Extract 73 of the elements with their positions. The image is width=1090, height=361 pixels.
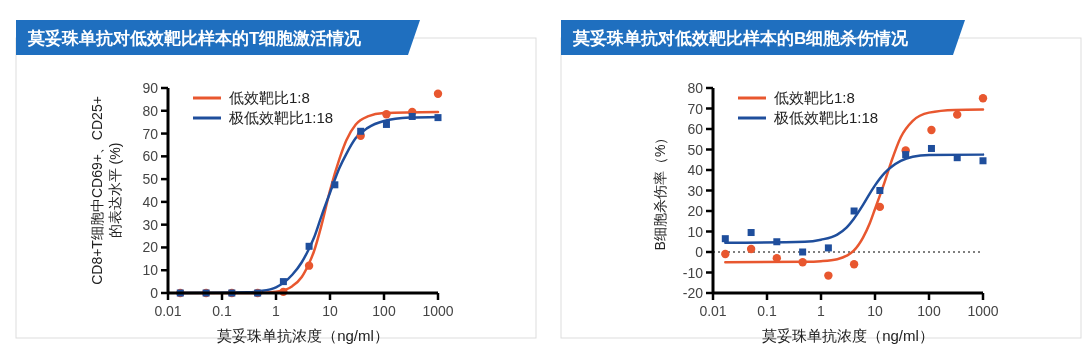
y-tick-label: 0: [695, 244, 704, 260]
y-tick-label: 80: [142, 102, 159, 119]
x-axis-title: 莫妥珠单抗浓度（ng/ml）: [762, 327, 934, 344]
y-tick-label: 10: [687, 223, 704, 240]
y-tick-label: 90: [142, 80, 159, 96]
point: [747, 229, 755, 237]
x-axis-title: 莫妥珠单抗浓度（ng/ml）: [217, 327, 389, 344]
point: [978, 94, 988, 103]
point: [357, 127, 365, 135]
x-tick-label: 100: [917, 303, 941, 319]
point: [721, 249, 730, 259]
point: [279, 278, 287, 286]
point: [849, 260, 859, 269]
point: [382, 109, 391, 119]
point: [953, 154, 961, 162]
x-tick-label: 0.01: [154, 303, 182, 319]
x-tick-label: 10: [867, 303, 883, 319]
point: [799, 248, 807, 256]
y-tick-label: 70: [687, 100, 704, 117]
point: [746, 244, 756, 254]
y-tick-label: 10: [142, 262, 159, 279]
point: [798, 258, 807, 267]
chart-title: 莫妥珠单抗对低效靶比样本的B细胞杀伤情况: [572, 29, 910, 48]
point: [876, 187, 884, 194]
y-tick-label: 50: [142, 171, 159, 188]
x-tick-label: 1: [817, 303, 826, 319]
point: [331, 181, 339, 189]
y-tick-label: 40: [142, 193, 159, 210]
y-tick-label: 60: [687, 121, 704, 137]
point: [979, 157, 987, 165]
y-tick-label: 40: [687, 162, 704, 178]
point: [927, 125, 936, 135]
y-tick-label: 20: [142, 239, 159, 256]
point: [824, 271, 833, 280]
legend-label: 极低效靶比1:18: [228, 109, 334, 126]
y-tick-label: 20: [687, 203, 704, 219]
chart-title: 莫妥珠单抗对低效靶比样本的T细胞激活情况: [27, 29, 363, 48]
x-tick-label: 1000: [967, 303, 999, 319]
y-tick-label: -20: [682, 285, 704, 301]
y-tick-label: 30: [142, 216, 159, 233]
point: [875, 202, 885, 212]
x-tick-label: 0.1: [212, 303, 232, 319]
point: [773, 238, 781, 246]
point: [434, 114, 442, 122]
point: [433, 89, 443, 98]
legend-label: 极低效靶比1:18: [773, 109, 879, 126]
x-tick-label: 0.1: [757, 303, 777, 319]
point: [902, 151, 910, 159]
y-tick-label: 50: [687, 141, 704, 158]
point: [824, 244, 832, 252]
y-axis-title: B细胞杀伤率（%）: [652, 130, 668, 251]
point: [850, 207, 858, 215]
legend-label: 低效靶比1:8: [774, 89, 855, 106]
x-tick-label: 10: [322, 303, 338, 319]
y-tick-label: 70: [142, 125, 159, 142]
x-tick-label: 1000: [422, 303, 454, 319]
point: [953, 110, 962, 119]
x-tick-label: 0.01: [699, 303, 727, 319]
x-tick-label: 1: [272, 303, 281, 319]
point: [927, 144, 935, 152]
y-tick-label: 80: [687, 80, 704, 96]
point: [305, 242, 313, 250]
y-axis-title: CD8+T细胞中CD69+、CD25+ 的表达水平 (%): [89, 96, 123, 285]
y-tick-label: 0: [150, 285, 159, 301]
y-tick-label: 30: [687, 182, 704, 199]
legend-label: 低效靶比1:8: [229, 89, 310, 106]
point: [304, 261, 314, 270]
point: [721, 235, 729, 243]
x-tick-label: 100: [372, 303, 396, 319]
point: [382, 120, 390, 128]
point: [408, 112, 416, 120]
y-tick-label: 60: [142, 148, 159, 165]
y-tick-label: -10: [682, 264, 704, 281]
